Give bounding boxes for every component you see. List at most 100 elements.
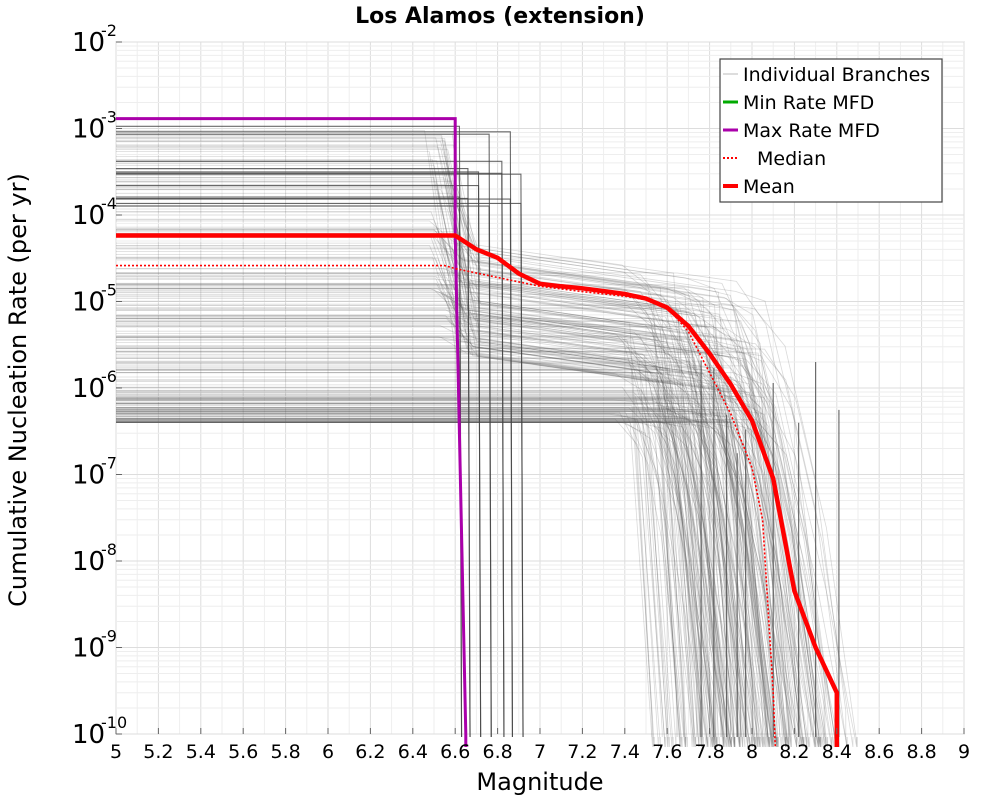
branch-line [116, 284, 700, 737]
x-tick-label: 5 [110, 741, 122, 763]
x-tick-label: 8.8 [906, 741, 936, 763]
branch-line [116, 351, 787, 748]
series-lines [116, 117, 840, 748]
branch-line [116, 140, 825, 737]
y-tick-exponent: -2 [101, 21, 117, 40]
branch-line [116, 211, 747, 737]
branch-line [116, 326, 790, 737]
x-tick-label: 5.8 [270, 741, 300, 763]
branch-line [116, 352, 768, 748]
branch-line [116, 276, 708, 737]
legend-label-median: Median [757, 148, 826, 170]
branch-line [116, 368, 702, 748]
branch-line [116, 251, 791, 748]
branch-line [116, 416, 816, 748]
branch-line [116, 422, 703, 748]
branch-line [116, 165, 704, 748]
branch-line [116, 177, 722, 737]
legend-label-mean: Mean [743, 176, 795, 198]
legend: Individual Branches Min Rate MFD Max Rate … [719, 58, 943, 203]
branch-line [116, 369, 807, 748]
branch-line [116, 347, 736, 748]
branch-step-line [116, 205, 492, 738]
branch-line [116, 228, 668, 748]
branch-line [116, 140, 775, 737]
y-tick-label: 10 [72, 288, 105, 318]
branch-line [116, 272, 826, 737]
branch-line [116, 409, 821, 748]
branch-line [116, 247, 682, 748]
branch-line [116, 168, 778, 737]
branch-line [116, 187, 790, 737]
branch-line [116, 418, 756, 748]
branch-line [116, 397, 819, 748]
x-tick-label: 8 [746, 741, 758, 763]
series-median-line [116, 264, 777, 748]
branch-line [116, 272, 711, 737]
branch-step-line [116, 171, 482, 738]
branch-line [116, 317, 784, 748]
branch-line [116, 156, 727, 737]
branch-line [116, 229, 754, 737]
branch-line [116, 159, 701, 737]
branch-line [116, 144, 791, 737]
branch-line [116, 421, 770, 748]
branch-line [116, 245, 653, 737]
branch-line [116, 315, 776, 748]
y-tick-label: 10 [72, 461, 105, 491]
x-tick-label: 9 [958, 741, 970, 763]
branch-line [116, 274, 743, 737]
branch-line [116, 395, 805, 748]
branch-line [116, 357, 735, 748]
branch-line [116, 407, 838, 748]
branch-line [116, 350, 744, 748]
branch-line [116, 148, 729, 737]
x-tick-label: 5.2 [143, 741, 173, 763]
branch-line [116, 145, 710, 737]
x-tick-label: 7.8 [694, 741, 724, 763]
branch-line [116, 317, 802, 748]
branch-line [116, 400, 761, 748]
branch-step-line [116, 173, 524, 738]
branch-line [116, 421, 755, 748]
branch-line [116, 307, 809, 737]
legend-label-max-rate-mfd: Max Rate MFD [743, 120, 880, 142]
branch-line [116, 318, 715, 748]
branch-line [116, 372, 696, 748]
y-tick-exponent: -9 [101, 627, 117, 646]
x-tick-label: 8.2 [779, 741, 809, 763]
branch-line [116, 407, 789, 748]
branch-line [116, 130, 858, 748]
branch-line [116, 336, 694, 737]
branch-line [116, 416, 741, 748]
branch-line [116, 324, 740, 737]
x-tick-label: 6.6 [440, 741, 470, 763]
branch-line [116, 189, 716, 737]
y-tick-exponent: -10 [101, 713, 127, 732]
branch-line [116, 376, 697, 748]
branch-line [116, 411, 666, 748]
chart-title: Los Alamos (extension) [355, 4, 645, 29]
branch-line [116, 309, 776, 748]
branch-line [116, 408, 798, 748]
branch-line [116, 395, 683, 748]
branch-line [116, 254, 738, 737]
branch-line [116, 335, 854, 748]
branch-line [116, 368, 805, 748]
branch-line [116, 422, 653, 748]
branch-line [116, 284, 745, 737]
series-mean-line [116, 233, 840, 747]
branch-line [116, 321, 732, 748]
branch-line [116, 309, 735, 737]
branch-line [116, 392, 702, 748]
branch-line [116, 412, 673, 748]
branch-line [116, 342, 826, 748]
branch-line [116, 357, 720, 748]
branch-line [116, 419, 713, 748]
branch-line [116, 413, 686, 748]
branch-line [116, 277, 756, 748]
branch-line [116, 294, 739, 737]
branch-line [116, 229, 812, 737]
branch-line [116, 147, 716, 737]
branch-line [116, 336, 654, 748]
